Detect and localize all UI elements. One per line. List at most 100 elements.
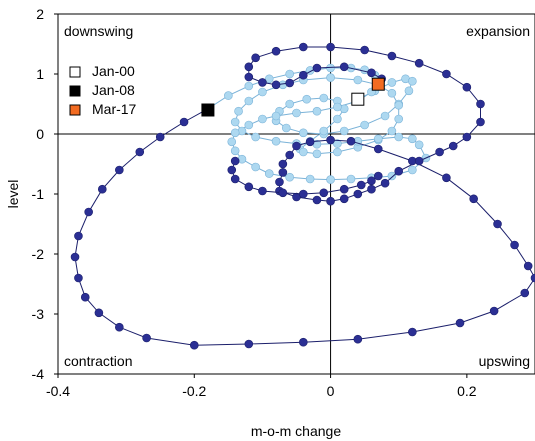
data-point — [326, 196, 335, 206]
data-point — [271, 46, 281, 56]
data-point — [414, 140, 424, 150]
data-point — [275, 177, 284, 187]
data-point — [285, 150, 294, 160]
data-point — [244, 96, 254, 106]
data-point — [380, 178, 390, 188]
data-point — [373, 134, 383, 144]
legend-label: Jan-00 — [92, 63, 135, 79]
data-point — [285, 69, 294, 79]
quadrant-label-contraction: contraction — [64, 353, 132, 369]
data-point — [408, 134, 417, 144]
data-point — [278, 188, 288, 198]
data-point — [442, 69, 451, 79]
data-point — [414, 156, 424, 166]
data-point — [285, 99, 294, 109]
data-point — [339, 62, 349, 72]
data-point — [448, 141, 458, 151]
data-point — [346, 174, 356, 184]
data-point — [333, 114, 342, 124]
data-point — [299, 189, 308, 199]
data-point — [319, 93, 329, 103]
legend-label: Mar-17 — [92, 101, 137, 117]
data-point — [387, 51, 397, 61]
data-point — [258, 87, 267, 97]
data-point — [115, 322, 124, 332]
data-point — [244, 339, 254, 349]
data-point — [356, 180, 366, 190]
data-point — [234, 106, 243, 116]
data-point — [227, 165, 237, 175]
data-point — [230, 174, 240, 184]
data-point — [271, 136, 281, 146]
data-point — [476, 99, 485, 109]
data-point — [394, 100, 404, 110]
data-point — [312, 149, 322, 159]
data-point — [339, 184, 349, 194]
data-point — [285, 172, 294, 182]
data-point — [230, 146, 240, 156]
series-1 — [203, 63, 431, 184]
legend-swatch — [69, 104, 81, 116]
data-point — [179, 117, 189, 127]
data-point — [299, 147, 308, 157]
y-tick-label: -3 — [32, 306, 45, 322]
data-point — [244, 182, 254, 192]
data-point — [244, 72, 254, 82]
data-point — [319, 188, 329, 198]
data-point — [251, 132, 260, 142]
data-point — [387, 126, 397, 136]
legend-swatch — [69, 66, 81, 78]
data-point — [244, 62, 254, 72]
data-point — [353, 189, 363, 199]
data-point — [281, 123, 291, 133]
data-point — [353, 75, 363, 85]
data-point — [271, 111, 281, 121]
data-point — [299, 42, 308, 52]
data-point — [155, 132, 165, 142]
data-point — [408, 327, 417, 337]
data-point — [367, 68, 376, 78]
data-point — [74, 231, 83, 241]
data-point — [94, 308, 104, 318]
data-point — [387, 88, 397, 98]
data-point — [278, 159, 288, 169]
data-point — [367, 184, 376, 194]
x-tick-label: -0.2 — [182, 383, 206, 399]
data-point — [523, 261, 533, 271]
x-axis-title: m-o-m change — [251, 423, 341, 439]
data-point — [462, 82, 472, 92]
data-point — [299, 337, 308, 347]
data-point — [299, 70, 308, 80]
data-point — [493, 219, 502, 229]
data-point — [312, 195, 322, 205]
y-tick-label: 1 — [36, 66, 44, 82]
data-point — [319, 126, 329, 136]
data-point — [387, 171, 397, 181]
legend-swatch — [69, 85, 81, 97]
data-point — [312, 63, 322, 73]
data-point — [469, 194, 478, 204]
data-point — [373, 144, 383, 154]
y-tick-label: -4 — [32, 366, 45, 382]
data-point — [224, 91, 233, 100]
data-point — [394, 132, 404, 142]
data-point — [258, 114, 267, 124]
y-tick-label: 0 — [36, 126, 44, 142]
data-point — [70, 252, 80, 262]
data-point — [339, 194, 349, 204]
data-point — [489, 306, 499, 316]
data-point — [299, 128, 308, 138]
data-point — [302, 94, 312, 104]
data-point — [476, 117, 485, 127]
data-point — [326, 175, 335, 184]
data-point — [333, 139, 342, 148]
data-point — [353, 334, 363, 344]
data-point — [278, 168, 288, 177]
data-point — [292, 141, 301, 151]
data-point — [84, 207, 93, 217]
data-point — [142, 333, 151, 343]
data-point — [244, 81, 254, 91]
data-point — [339, 126, 349, 136]
data-point — [305, 137, 315, 147]
